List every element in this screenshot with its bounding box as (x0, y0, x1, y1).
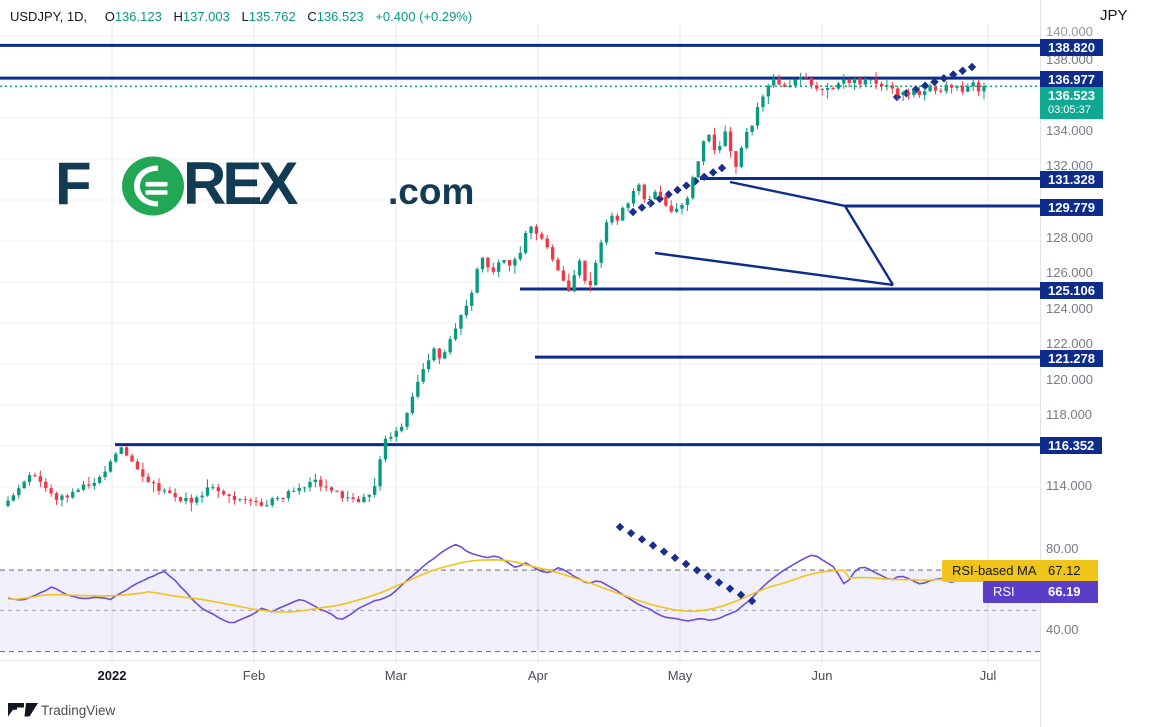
svg-text:F: F (55, 155, 90, 217)
svg-text:REX: REX (183, 155, 298, 217)
svg-text:.com: .com (388, 171, 474, 212)
